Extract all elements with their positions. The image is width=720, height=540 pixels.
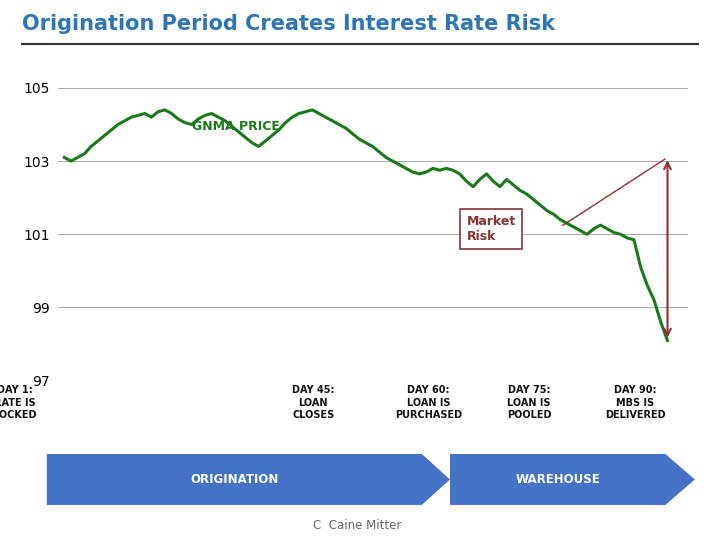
Text: GNMA PRICE: GNMA PRICE [192, 120, 279, 133]
Polygon shape [450, 454, 695, 505]
Text: DAY 75:
LOAN IS
POOLED: DAY 75: LOAN IS POOLED [507, 386, 552, 420]
Text: Market
Risk: Market Risk [467, 215, 516, 243]
Text: Origination Period Creates Interest Rate Risk: Origination Period Creates Interest Rate… [22, 14, 554, 33]
Text: DAY 45:
LOAN
CLOSES: DAY 45: LOAN CLOSES [292, 386, 335, 420]
Text: DAY 1:
RATE IS
LOCKED: DAY 1: RATE IS LOCKED [0, 386, 36, 420]
Text: WAREHOUSE: WAREHOUSE [516, 473, 600, 486]
Text: C  Caine Mitter: C Caine Mitter [313, 519, 402, 532]
Text: DAY 60:
LOAN IS
PURCHASED: DAY 60: LOAN IS PURCHASED [395, 386, 462, 420]
Text: DAY 90:
MBS IS
DELIVERED: DAY 90: MBS IS DELIVERED [605, 386, 665, 420]
Text: ORIGINATION: ORIGINATION [190, 473, 279, 486]
Polygon shape [47, 454, 450, 505]
